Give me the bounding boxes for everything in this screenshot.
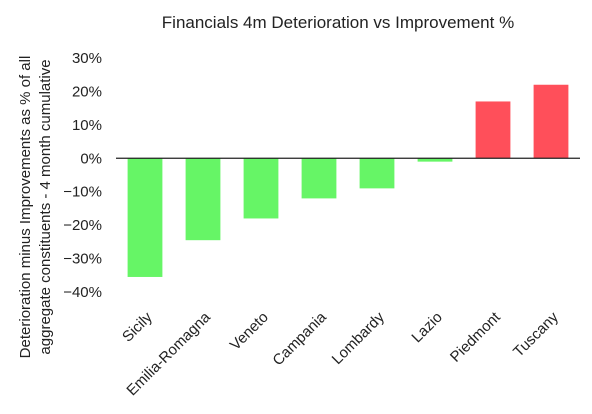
bar-veneto — [243, 158, 279, 219]
x-tick-label: Campania — [269, 308, 330, 369]
y-axis-label-line-2: aggregate constituents - 4 month cumulat… — [37, 59, 54, 354]
bars — [127, 84, 569, 277]
y-axis-label-line-1: Deterioration minus Improvements as % of… — [17, 56, 34, 359]
chart-title: Financials 4m Deterioration vs Improveme… — [162, 13, 514, 32]
y-tick-label: 0% — [80, 150, 102, 167]
bar-tuscany — [533, 84, 569, 159]
bar-emilia-romagna — [185, 158, 221, 241]
y-tick-label: 30% — [72, 50, 102, 67]
x-tick-label: Lazio — [408, 309, 445, 346]
x-tick-label: Tuscany — [510, 308, 562, 360]
y-tick-label: −30% — [63, 251, 102, 268]
y-tick-label: 10% — [72, 117, 102, 134]
y-tick-label: 20% — [72, 83, 102, 100]
y-tick-label: −40% — [63, 284, 102, 301]
bar-sicily — [127, 158, 163, 277]
bar-lombardy — [359, 158, 395, 189]
y-tick-label: −10% — [63, 184, 102, 201]
bar-lazio — [417, 158, 453, 162]
x-tick-label: Lombardy — [329, 308, 389, 368]
y-axis-ticks: 30% 20% 10% 0% −10% −20% −30% −40% — [63, 50, 102, 301]
x-tick-label: Piedmont — [447, 308, 504, 365]
x-tick-label: Veneto — [227, 309, 272, 354]
x-tick-label: Sicily — [119, 308, 156, 345]
y-tick-label: −20% — [63, 217, 102, 234]
bar-campania — [301, 158, 337, 199]
bar-piedmont — [475, 101, 511, 159]
